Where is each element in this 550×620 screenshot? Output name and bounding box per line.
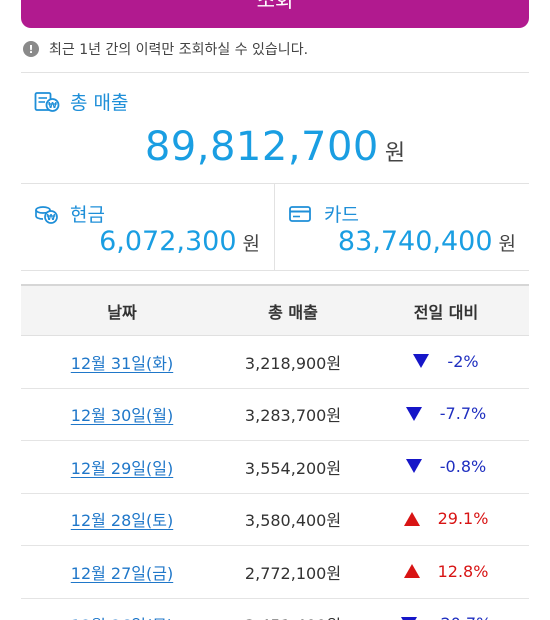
table-row: 12월 29일(일) 3,554,200원 -0.8% <box>21 441 529 494</box>
change-indicator: -0.8% <box>405 456 487 476</box>
row-date-cell: 12월 28일(토) <box>21 507 223 531</box>
change-percent: -0.8% <box>439 456 487 476</box>
triangle-down-icon <box>405 406 422 421</box>
vertical-divider <box>274 184 275 270</box>
date-link[interactable]: 12월 26일(목) <box>71 616 173 620</box>
cash-unit: 원 <box>242 233 260 255</box>
notice-row: ! 최근 1년 간의 이력만 조회하실 수 있습니다. <box>23 38 308 60</box>
date-link[interactable]: 12월 30일(월) <box>70 406 174 426</box>
row-change-cell: -20.7% <box>363 614 529 620</box>
date-link[interactable]: 12월 31일(화) <box>70 353 174 373</box>
row-sales: 3,218,900원 <box>244 353 342 373</box>
change-percent: 29.1% <box>437 509 489 528</box>
row-date-cell: 12월 30일(월) <box>21 402 223 426</box>
date-link[interactable]: 12월 27일(금) <box>70 563 174 583</box>
triangle-down-icon <box>400 616 417 620</box>
coins-icon: ₩ <box>35 205 58 224</box>
change-indicator: -7.7% <box>405 404 487 423</box>
row-date-cell: 12월 27일(금) <box>21 560 223 584</box>
table-row: 12월 27일(금) 2,772,100원 12.8% <box>21 546 529 599</box>
receipt-icon: ₩ <box>34 91 60 112</box>
total-sales-unit: 원 <box>384 141 406 166</box>
header-change: 전일 대비 <box>413 302 479 322</box>
header-total-sales: 총 매출 <box>268 302 318 322</box>
divider <box>21 270 529 271</box>
daily-sales-table: 날짜 총 매출 전일 대비 12월 31일(화) 3,218,900원 -2% 12월… <box>21 284 529 620</box>
cash-amount: 6,072,300 원 <box>99 226 260 257</box>
card-value: 83,740,400 <box>337 226 493 257</box>
change-percent: 12.8% <box>437 561 489 581</box>
row-change-cell: 12.8% <box>363 562 529 583</box>
triangle-down-icon <box>405 459 422 473</box>
total-sales-value: 89,812,700 <box>144 124 379 170</box>
cash-value: 6,072,300 <box>99 226 237 257</box>
total-sales-label: 총 매출 <box>70 92 129 114</box>
header-date: 날짜 <box>107 302 137 322</box>
table-row: 12월 28일(토) 3,580,400원 29.1% <box>21 494 529 546</box>
change-percent: -7.7% <box>439 404 487 423</box>
change-percent: -20.7% <box>435 614 492 620</box>
row-sales: 3,451,400원 <box>223 612 363 620</box>
table-row: 12월 31일(화) 3,218,900원 -2% <box>21 336 529 389</box>
row-sales: 3,554,200원 <box>244 458 342 478</box>
change-indicator: -20.7% <box>400 614 492 620</box>
change-indicator: 12.8% <box>403 561 489 581</box>
row-date-cell: 12월 31일(화) <box>21 350 223 374</box>
row-change-cell: -7.7% <box>363 404 529 425</box>
change-percent: -2% <box>447 351 479 371</box>
triangle-up-icon <box>403 511 420 526</box>
triangle-down-icon <box>413 354 430 368</box>
total-sales-label-row: ₩ 총 매출 <box>34 88 128 115</box>
table-header: 날짜 총 매출 전일 대비 <box>21 284 529 336</box>
row-sales: 2,772,100원 <box>244 563 342 583</box>
info-icon: ! <box>23 41 39 57</box>
credit-card-icon <box>289 205 311 222</box>
card-label-row: 카드 <box>288 200 359 227</box>
total-sales-amount: 89,812,700 원 <box>0 124 550 170</box>
card-unit: 원 <box>498 233 516 255</box>
card-amount: 83,740,400 원 <box>338 226 516 257</box>
table-row: 12월 26일(목) 3,451,400원 -20.7% <box>21 599 529 620</box>
triangle-up-icon <box>403 564 420 578</box>
row-date-cell: 12월 26일(목) <box>21 612 223 620</box>
divider <box>21 183 529 184</box>
date-link[interactable]: 12월 29일(일) <box>70 458 174 478</box>
cash-label-row: ₩ 현금 <box>34 200 105 227</box>
svg-text:₩: ₩ <box>47 213 56 222</box>
date-link[interactable]: 12월 28일(토) <box>70 511 174 531</box>
row-change-cell: -2% <box>363 352 529 373</box>
change-indicator: 29.1% <box>403 509 489 528</box>
table-body: 12월 31일(화) 3,218,900원 -2% 12월 30일(월) 3,283,7… <box>21 336 529 620</box>
notice-text: 최근 1년 간의 이력만 조회하실 수 있습니다. <box>49 42 309 58</box>
svg-text:₩: ₩ <box>48 101 57 110</box>
change-indicator: -2% <box>413 351 479 371</box>
row-change-cell: -0.8% <box>363 457 529 478</box>
row-change-cell: 29.1% <box>363 509 529 530</box>
divider <box>21 72 529 73</box>
row-sales: 3,283,700원 <box>244 406 342 426</box>
table-row: 12월 30일(월) 3,283,700원 -7.7% <box>21 389 529 441</box>
query-button[interactable]: 조회 <box>21 0 529 28</box>
row-date-cell: 12월 29일(일) <box>21 455 223 479</box>
cash-label: 현금 <box>70 204 105 226</box>
card-label: 카드 <box>324 204 359 226</box>
row-sales: 3,580,400원 <box>244 511 342 531</box>
